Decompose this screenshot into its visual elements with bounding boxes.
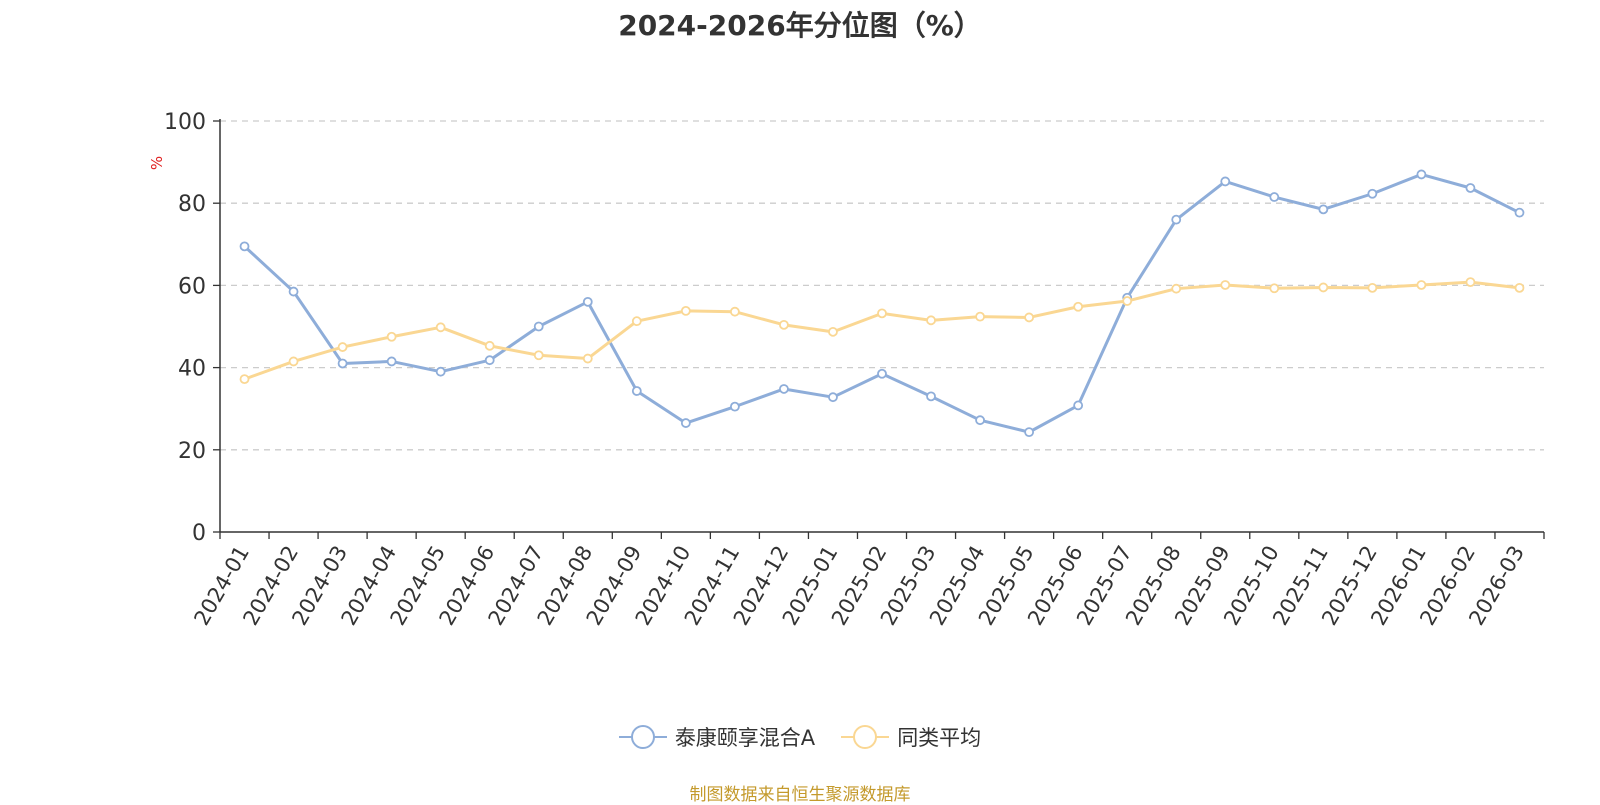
data-point (533, 321, 544, 332)
data-point (779, 319, 789, 330)
data-point (1073, 301, 1084, 312)
series-line-0 (243, 172, 1521, 434)
data-point (239, 241, 250, 252)
grid-lines (220, 120, 1544, 451)
data-point (533, 350, 544, 361)
legend-marker-icon (841, 725, 890, 749)
data-point (631, 386, 642, 396)
data-point (288, 356, 299, 367)
y-tick-label: 20 (178, 439, 206, 464)
data-point (435, 366, 446, 377)
data-point (1269, 283, 1280, 294)
data-point (1514, 207, 1525, 218)
data-point (582, 296, 593, 307)
data-point (337, 358, 348, 369)
data-point (680, 418, 691, 428)
data-point (337, 342, 348, 352)
data-point (582, 353, 593, 364)
axes (213, 119, 1545, 539)
data-point (288, 286, 299, 297)
data-point (435, 322, 446, 333)
data-point (877, 308, 887, 319)
legend-item-1[interactable]: 同类平均 (841, 722, 981, 752)
data-point (1171, 214, 1182, 225)
data-point (877, 368, 887, 379)
data-point (1318, 204, 1329, 215)
y-tick-label: 100 (164, 110, 206, 135)
data-point (729, 401, 740, 412)
data-point (1073, 400, 1084, 411)
data-point (828, 326, 838, 337)
data-point (484, 340, 495, 351)
data-point (1416, 280, 1427, 290)
legend: 泰康颐享混合A 同类平均 (0, 722, 1600, 752)
y-tick-label: 80 (178, 192, 206, 217)
data-point (828, 392, 838, 403)
data-point (779, 384, 789, 394)
data-point (1269, 192, 1280, 202)
legend-label: 泰康颐享混合A (674, 726, 816, 750)
data-point (1220, 280, 1231, 290)
legend-item-0[interactable]: 泰康颐享混合A (618, 722, 816, 752)
data-point (1514, 282, 1525, 293)
data-point (239, 374, 250, 385)
tick-labels: 020406080100%2024-012024-022024-032024-0… (148, 110, 1529, 629)
data-point (631, 316, 642, 327)
data-point (1171, 283, 1182, 294)
series-line-1 (244, 280, 1520, 381)
y-tick-label: 60 (178, 274, 206, 299)
data-point (926, 315, 936, 326)
legend-label: 同类平均 (897, 726, 982, 750)
source-note: 制图数据来自恒生聚源数据库 (689, 785, 911, 805)
legend-marker-icon (618, 725, 667, 749)
data-point (1318, 282, 1329, 293)
data-point (386, 356, 397, 367)
data-point (1220, 176, 1231, 187)
series-lines (239, 169, 1525, 438)
data-point (1122, 296, 1133, 306)
y-axis-label: % (148, 156, 166, 170)
data-point (1024, 312, 1035, 323)
data-point (926, 391, 936, 402)
data-point (729, 306, 740, 317)
data-point (975, 415, 985, 426)
data-point (1024, 427, 1035, 438)
data-point (1367, 188, 1378, 199)
data-point (1416, 169, 1427, 180)
y-tick-label: 40 (178, 357, 206, 382)
data-point (1465, 277, 1476, 288)
data-point (680, 305, 691, 316)
legend-marker-circle (853, 725, 878, 749)
data-point (484, 355, 495, 366)
data-point (1367, 282, 1378, 293)
y-tick-label: 0 (192, 521, 206, 546)
data-point (386, 331, 397, 342)
data-point (1465, 183, 1476, 193)
data-point (975, 311, 985, 322)
legend-marker-circle (630, 725, 655, 749)
chart-title: 2024-2026年分位图（%） (618, 9, 982, 42)
